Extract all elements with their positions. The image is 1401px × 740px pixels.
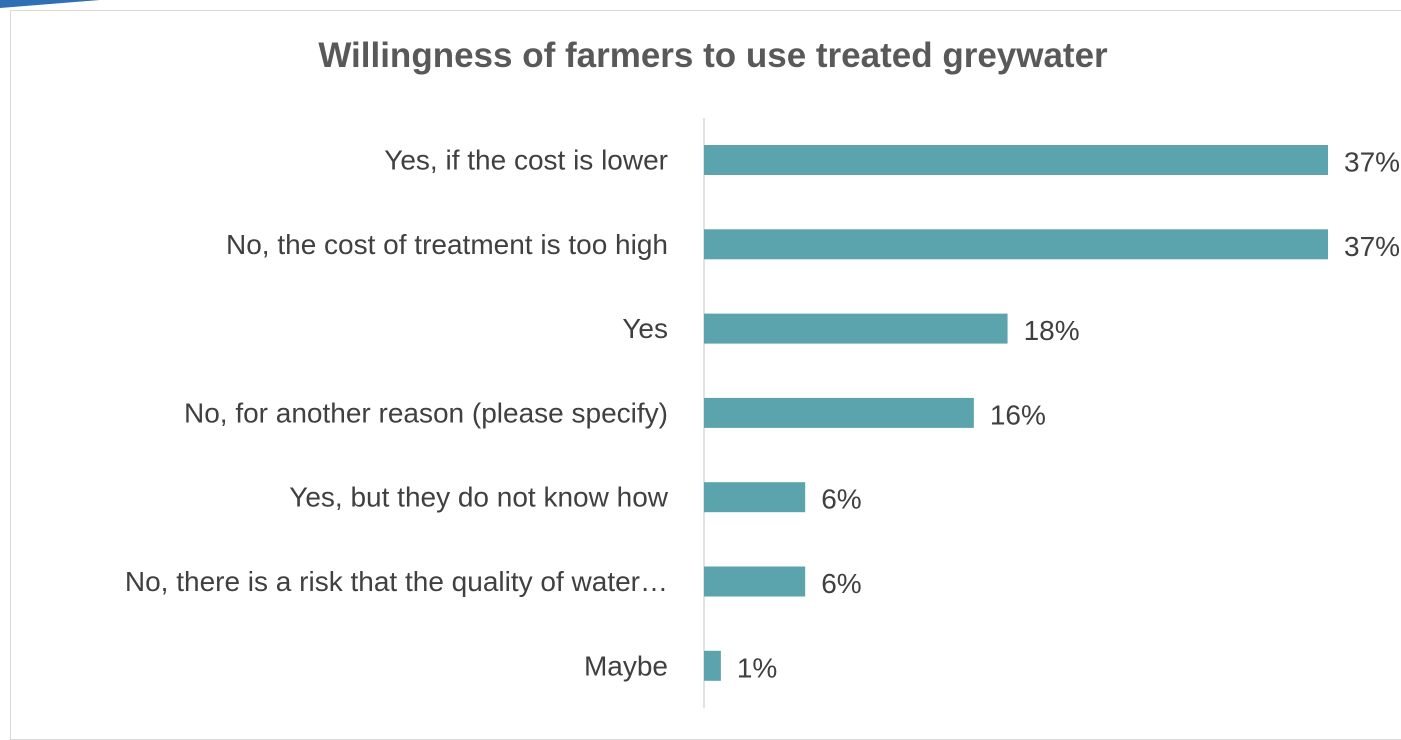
bars-layer: Yes, if the cost is lower 37% No, the cost… [125,145,1400,684]
bar [704,229,1328,260]
value-label: 1% [737,652,777,683]
category-label: Yes [622,313,668,344]
category-label: No, the cost of treatment is too high [226,229,668,260]
bar [704,482,806,513]
value-label: 6% [821,484,861,515]
bar [704,313,1008,344]
value-label: 37% [1344,231,1400,262]
value-label: 6% [821,568,861,599]
chart-title: Willingness of farmers to use treated gr… [318,36,1108,75]
bar [704,650,721,681]
bar [704,397,974,428]
category-label: Maybe [584,650,668,681]
corner-accent [0,0,100,8]
bar [704,566,806,597]
category-label: Yes, if the cost is lower [384,145,668,176]
category-label: No, there is a risk that the quality of … [125,566,668,597]
bar [704,145,1328,175]
category-label: No, for another reason (please specify) [184,397,668,428]
value-label: 16% [990,399,1046,430]
category-label: Yes, but they do not know how [289,482,669,513]
value-label: 18% [1024,315,1080,346]
chart-frame [10,10,1401,740]
value-label: 37% [1344,147,1400,178]
